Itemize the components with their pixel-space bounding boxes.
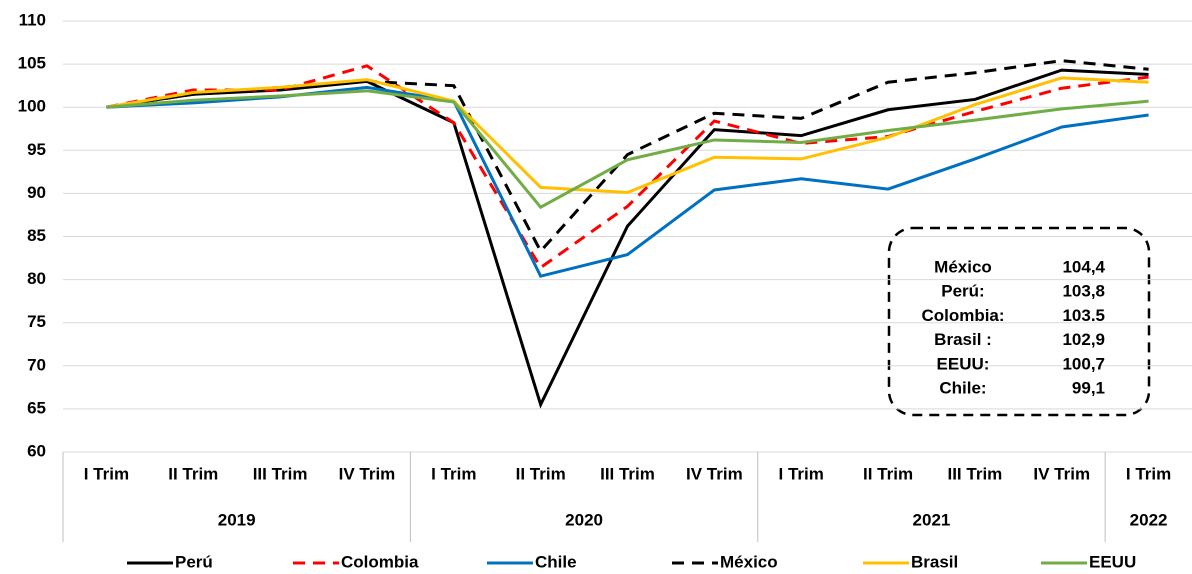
legend-label: Brasil [911,552,958,571]
y-tick-label: 75 [27,312,46,331]
x-tick-label: III Trim [600,464,655,483]
legend-label: Perú [175,552,213,571]
group-label: 2021 [913,510,951,529]
y-tick-label: 110 [19,10,46,29]
y-tick-label: 90 [27,183,46,202]
annotation-label: Chile: [939,378,986,397]
y-tick-label: 105 [18,54,46,73]
x-tick-label: III Trim [253,464,308,483]
x-tick-label: III Trim [947,464,1002,483]
y-tick-label: 100 [18,97,46,116]
annotation-label: Brasil : [934,330,992,349]
annotation-value: 100,7 [1062,354,1105,373]
annotation-label: Colombia: [921,306,1004,325]
legend-label: Colombia [341,552,419,571]
y-tick-label: 80 [27,269,46,288]
x-tick-label: II Trim [863,464,913,483]
annotation-value: 103,8 [1062,282,1105,301]
x-tick-label: I Trim [1126,464,1171,483]
series-line [106,76,1149,195]
legend-label: Chile [535,552,577,571]
group-label: 2022 [1130,510,1168,529]
annotation-label: EEUU: [937,354,990,373]
y-tick-label: 95 [27,140,46,159]
x-tick-label: I Trim [84,464,129,483]
group-label: 2019 [218,510,256,529]
x-tick-label: I Trim [431,464,476,483]
annotation-label: México [934,257,992,276]
legend-label: México [720,552,778,571]
x-tick-label: I Trim [779,464,824,483]
annotation-value: 103.5 [1062,306,1105,325]
annotation-label: Perú: [941,282,984,301]
x-tick-label: IV Trim [686,464,743,483]
y-tick-label: 85 [27,226,46,245]
group-label: 2020 [565,510,603,529]
annotation-value: 102,9 [1062,330,1105,349]
series-line [106,68,1149,409]
y-tick-label: 65 [27,398,46,417]
series-line [106,89,1149,210]
x-tick-label: II Trim [168,464,218,483]
x-tick-label: II Trim [516,464,566,483]
annotation-box [887,226,1151,417]
series-line [106,85,1149,278]
x-tick-label: IV Trim [1033,464,1090,483]
series-line [106,64,1149,270]
series-line [106,59,1149,254]
y-tick-label: 60 [27,441,46,460]
x-tick-label: IV Trim [339,464,396,483]
y-tick-label: 70 [27,355,46,374]
annotation-value: 99,1 [1072,378,1105,397]
legend-label: EEUU [1089,552,1136,571]
annotation-value: 104,4 [1062,257,1105,276]
